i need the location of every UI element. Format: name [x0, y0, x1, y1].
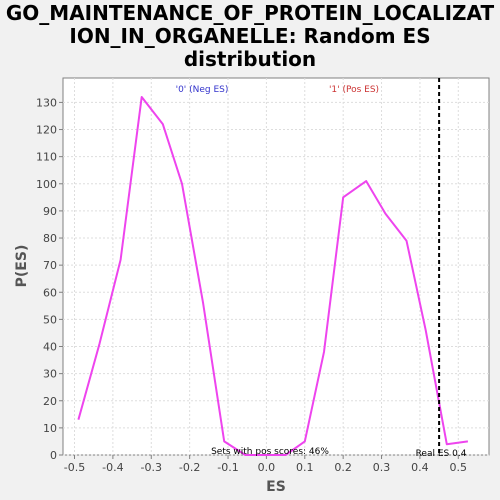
y-tick-label: 0	[50, 449, 57, 462]
y-tick-label: 110	[36, 151, 57, 164]
y-tick-label: 100	[36, 178, 57, 191]
real-es-label: Real ES 0.4	[416, 449, 467, 459]
x-tick-label: -0.5	[64, 461, 85, 474]
y-tick-label: 40	[43, 341, 57, 354]
y-axis-label: P(ES)	[14, 245, 30, 288]
y-tick-label: 70	[43, 259, 57, 272]
series-line	[77, 96, 469, 456]
y-tick-label: 20	[43, 395, 57, 408]
chart-title: GO_MAINTENANCE_OF_PROTEIN_LOCALIZAT ION_…	[0, 2, 500, 71]
x-axis: -0.5 -0.4 -0.3 -0.2 -0.1 0.0 0.1 0.2 0.3 0.4 0.5	[64, 455, 467, 474]
y-tick-label: 60	[43, 286, 57, 299]
pos-es-label: '1' (Pos ES)	[329, 85, 379, 95]
series-group	[77, 96, 469, 456]
x-tick-label: -0.3	[141, 461, 162, 474]
y-axis: 0 10 20 30 40 50 60 70 80 90 100 110 120 130	[36, 96, 63, 462]
y-tick-label: 120	[36, 124, 57, 137]
x-tick-label: -0.2	[179, 461, 200, 474]
y-tick-label: 130	[36, 96, 57, 109]
x-tick-label: -0.1	[217, 461, 238, 474]
y-tick-label: 90	[43, 205, 57, 218]
title-line-2: ION_IN_ORGANELLE: Random ES	[69, 24, 431, 48]
x-tick-label: 0.4	[411, 461, 429, 474]
title-line-1: GO_MAINTENANCE_OF_PROTEIN_LOCALIZAT	[5, 1, 495, 25]
y-tick-label: 30	[43, 368, 57, 381]
y-tick-label: 10	[43, 422, 57, 435]
plot-area	[62, 77, 490, 456]
title-line-3: distribution	[183, 47, 317, 71]
x-tick-label: 0.0	[258, 461, 276, 474]
x-tick-label: 0.5	[450, 461, 468, 474]
neg-es-label: '0' (Neg ES)	[176, 85, 229, 95]
y-tick-label: 50	[43, 313, 57, 326]
x-tick-label: 0.3	[373, 461, 391, 474]
x-tick-label: 0.1	[296, 461, 314, 474]
y-tick-label: 80	[43, 232, 57, 245]
x-tick-label: -0.4	[102, 461, 123, 474]
x-tick-label: 0.2	[334, 461, 352, 474]
pos-scores-label: Sets with pos scores: 46%	[211, 447, 329, 457]
x-axis-label: ES	[266, 479, 286, 495]
